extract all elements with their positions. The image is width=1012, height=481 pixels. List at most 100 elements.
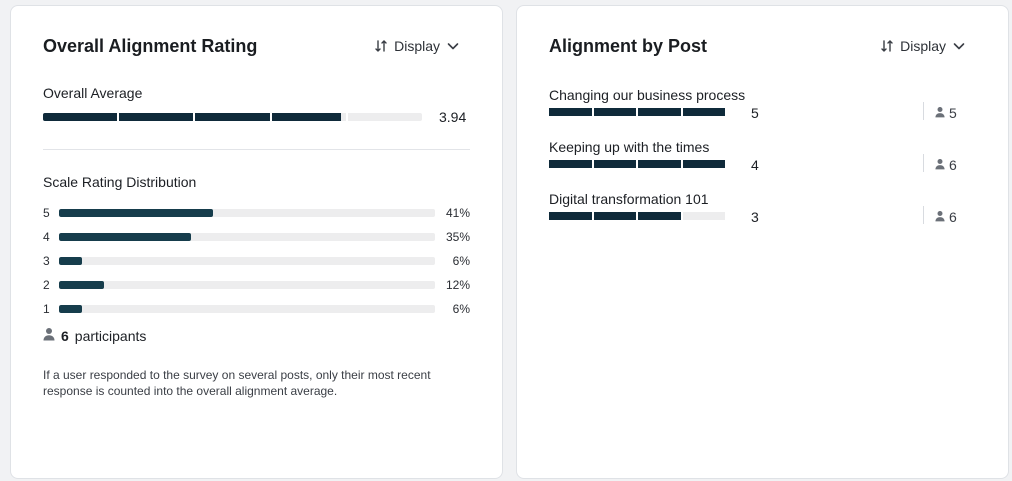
participants-count: 6: [61, 328, 69, 344]
bar-segment: [347, 113, 422, 121]
bar-segment: [682, 160, 725, 168]
participants-summary: 6 participants: [43, 327, 146, 345]
distribution-bar: [59, 257, 435, 265]
post-item[interactable]: Keeping up with the times 4 6: [549, 138, 961, 186]
overall-average-label: Overall Average: [43, 85, 143, 101]
bar-segment: [593, 212, 636, 220]
bar-segment: [549, 160, 592, 168]
bar-segment-fill: [638, 160, 681, 168]
post-participants-count: 5: [949, 105, 957, 121]
post-item[interactable]: Digital transformation 101 3 6: [549, 190, 961, 238]
post-participants-count: 6: [949, 157, 957, 173]
distribution-bar-fill: [59, 233, 191, 241]
overall-card-header: Overall Alignment Rating Display: [43, 34, 470, 58]
person-icon: [43, 327, 55, 345]
average-note: If a user responded to the survey on sev…: [43, 368, 431, 398]
distribution-bar: [59, 209, 435, 217]
bar-segment: [593, 160, 636, 168]
post-alignment-bar: [549, 212, 725, 220]
bar-segment-fill: [549, 212, 592, 220]
distribution-bar-fill: [59, 281, 105, 289]
post-item[interactable]: Changing our business process 5 5: [549, 86, 961, 134]
rating-percent: 12%: [445, 278, 470, 292]
post-participants: 6: [935, 208, 957, 226]
post-score: 3: [751, 209, 759, 225]
bar-segment-fill: [549, 160, 592, 168]
bar-segment: [638, 212, 681, 220]
bar-segment-fill: [638, 212, 681, 220]
distribution-bar-fill: [59, 209, 214, 217]
overall-display-label: Display: [394, 38, 440, 54]
bar-segment: [638, 160, 681, 168]
person-icon: [935, 104, 945, 122]
overall-card-title: Overall Alignment Rating: [43, 36, 258, 56]
post-score: 4: [751, 157, 759, 173]
bar-segment: [682, 212, 725, 220]
bar-segment: [195, 113, 270, 121]
bar-segment: [593, 108, 636, 116]
distribution-bar: [59, 281, 435, 289]
bar-segment: [271, 113, 346, 121]
distribution-row: 5 41%: [43, 205, 470, 221]
bar-segment: [638, 108, 681, 116]
post-participants: 6: [935, 156, 957, 174]
participants-label: participants: [74, 328, 147, 344]
bar-segment-fill: [638, 108, 681, 116]
bar-segment-fill: [682, 108, 725, 116]
bar-segment-fill: [682, 160, 725, 168]
post-title[interactable]: Digital transformation 101: [549, 191, 709, 207]
sort-arrows-icon: [880, 39, 894, 53]
bar-segment-fill: [119, 113, 194, 121]
post-title[interactable]: Keeping up with the times: [549, 139, 710, 155]
distribution-bar: [59, 233, 435, 241]
post-title[interactable]: Changing our business process: [549, 87, 746, 103]
post-participants-count: 6: [949, 209, 957, 225]
bar-segment-fill: [593, 160, 636, 168]
bar-segment: [549, 212, 592, 220]
distribution-bar: [59, 305, 435, 313]
bar-segment: [43, 113, 118, 121]
rating-percent: 6%: [452, 302, 470, 316]
distribution-bar-fill: [59, 305, 82, 313]
divider: [43, 149, 470, 150]
bar-segment: [682, 108, 725, 116]
post-participants: 5: [935, 104, 957, 122]
chevron-down-icon: [952, 39, 966, 53]
bar-segment-fill: [195, 113, 270, 121]
bar-segment-fill: [549, 108, 592, 116]
distribution-bar-fill: [59, 257, 82, 265]
rating-percent: 6%: [452, 254, 470, 268]
post-separator: [923, 206, 924, 224]
alignment-by-post-card: Alignment by Post Display Changing our b…: [516, 5, 1009, 479]
rating-number: 2: [43, 278, 50, 292]
post-separator: [923, 154, 924, 172]
rating-number: 1: [43, 302, 50, 316]
rating-number: 3: [43, 254, 50, 268]
post-card-title: Alignment by Post: [549, 36, 708, 56]
post-display-button[interactable]: Display: [880, 36, 966, 56]
post-separator: [923, 102, 924, 120]
rating-percent: 41%: [445, 206, 470, 220]
person-icon: [935, 156, 945, 174]
person-icon: [935, 208, 945, 226]
distribution-row: 2 12%: [43, 277, 470, 293]
bar-segment: [549, 108, 592, 116]
overall-average-bar: [43, 113, 422, 121]
chevron-down-icon: [446, 39, 460, 53]
post-display-label: Display: [900, 38, 946, 54]
rating-number: 4: [43, 230, 50, 244]
post-alignment-bar: [549, 108, 725, 116]
distribution-row: 4 35%: [43, 229, 470, 245]
post-score: 5: [751, 105, 759, 121]
overall-display-button[interactable]: Display: [374, 36, 460, 56]
bar-segment-fill: [593, 108, 636, 116]
sort-arrows-icon: [374, 39, 388, 53]
overall-alignment-card: Overall Alignment Rating Display Overall…: [10, 5, 503, 479]
distribution-label: Scale Rating Distribution: [43, 174, 197, 190]
rating-percent: 35%: [445, 230, 470, 244]
overall-average-value: 3.94: [439, 109, 467, 125]
rating-number: 5: [43, 206, 50, 220]
post-alignment-bar: [549, 160, 725, 168]
distribution-row: 3 6%: [43, 253, 470, 269]
bar-segment: [119, 113, 194, 121]
